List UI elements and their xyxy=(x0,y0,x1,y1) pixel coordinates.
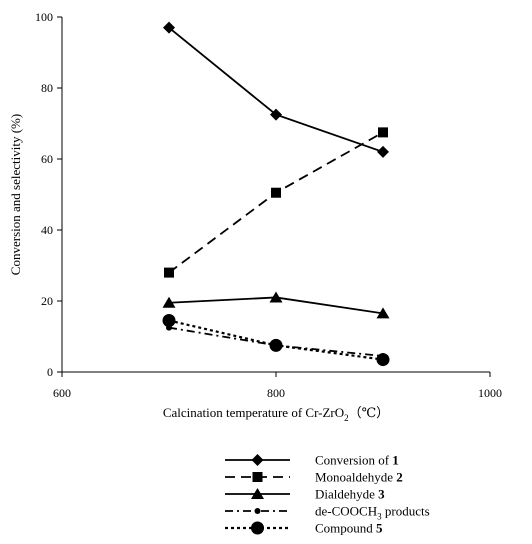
data-point xyxy=(271,187,281,198)
tick-labels: 0 20 40 60 80 100 600 800 1000 xyxy=(35,10,502,400)
y-tick-label: 100 xyxy=(35,10,53,24)
legend-label: Compound 5 xyxy=(315,521,383,536)
data-point xyxy=(163,21,175,34)
x-axis-title-unit: （℃） xyxy=(349,405,390,420)
legend-label-text: Compound xyxy=(315,521,376,536)
data-point xyxy=(376,353,390,367)
axes xyxy=(57,16,491,377)
legend-marker xyxy=(254,508,261,514)
legend-label-text: Conversion of xyxy=(315,453,392,468)
legend-label: de-COOCH3 products xyxy=(315,504,430,522)
legend-label-number: 1 xyxy=(392,453,399,468)
legend-label-text: de-COOCH xyxy=(315,504,377,519)
legend-label-number: 2 xyxy=(396,470,403,485)
legend-marker xyxy=(251,454,264,466)
legend-label-text: Monoaldehyde xyxy=(315,470,396,485)
legend-marker xyxy=(251,488,264,499)
legend-item: Compound 5 xyxy=(225,521,383,536)
legend-item: Dialdehyde 3 xyxy=(225,487,385,502)
series-2 xyxy=(164,127,388,278)
data-point xyxy=(162,314,176,328)
x-tick-label: 800 xyxy=(267,386,285,400)
data-point xyxy=(377,145,389,158)
x-tick-label: 1000 xyxy=(478,386,502,400)
data-point xyxy=(378,127,388,138)
series-1 xyxy=(163,21,389,158)
y-tick-label: 60 xyxy=(41,152,53,166)
series-line xyxy=(168,131,384,274)
data-point xyxy=(376,307,390,319)
x-tick-label: 600 xyxy=(53,386,71,400)
plot-area xyxy=(162,21,390,367)
legend-label-number: 3 xyxy=(378,487,385,502)
data-point xyxy=(269,291,283,303)
x-axis-title-subscript: 2 xyxy=(344,413,349,423)
series-line xyxy=(168,26,384,153)
y-tick-label: 20 xyxy=(41,294,53,308)
legend-marker xyxy=(251,521,264,535)
axis-titles: Conversion and selectivity (%) Calcinatio… xyxy=(8,114,389,423)
legend-item: Monoaldehyde 2 xyxy=(225,470,403,485)
legend-label: Dialdehyde 3 xyxy=(315,487,385,502)
legend-label-number: 5 xyxy=(376,521,383,536)
y-axis-title: Conversion and selectivity (%) xyxy=(8,114,23,275)
series-3 xyxy=(162,291,390,319)
data-point xyxy=(164,267,174,278)
legend-marker xyxy=(252,472,263,482)
legend-label: Conversion of 1 xyxy=(315,453,399,468)
x-axis-title: Calcination temperature of Cr-ZrO2（℃） xyxy=(163,405,389,423)
y-tick-label: 40 xyxy=(41,223,53,237)
x-axis-title-text: Calcination temperature of Cr-ZrO xyxy=(163,405,344,420)
y-tick-label: 0 xyxy=(47,365,53,379)
legend-label-text: Dialdehyde xyxy=(315,487,378,502)
series-5 xyxy=(162,314,390,367)
legend-label-subscript: 3 xyxy=(377,512,382,522)
legend-item: Conversion of 1 xyxy=(225,453,399,468)
legend-label-suffix: products xyxy=(382,504,430,519)
data-point xyxy=(162,296,176,308)
legend-item: de-COOCH3 products xyxy=(225,504,430,522)
legend-label: Monoaldehyde 2 xyxy=(315,470,403,485)
data-point xyxy=(270,108,282,121)
data-point xyxy=(269,338,283,352)
legend: Conversion of 1 Monoaldehyde 2 Dialdehyde … xyxy=(225,453,430,536)
y-tick-label: 80 xyxy=(41,81,53,95)
